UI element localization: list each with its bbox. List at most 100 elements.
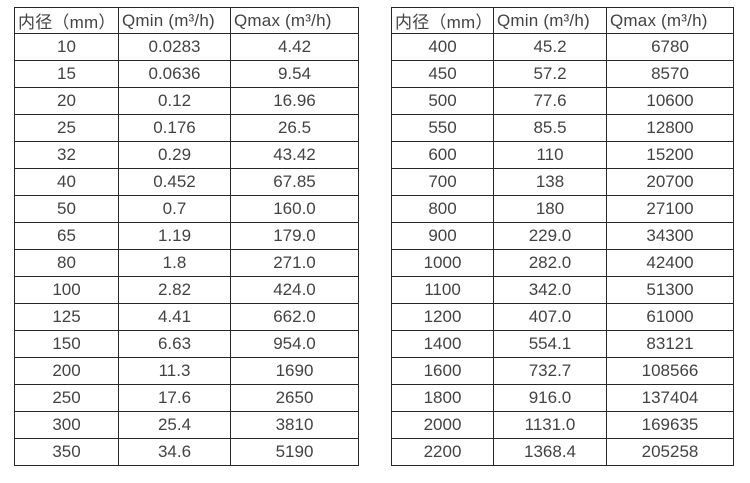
table-cell: 51300 — [606, 276, 734, 304]
table-cell: 32 — [14, 141, 119, 169]
table-cell: 4.41 — [118, 303, 231, 331]
table-cell: 250 — [14, 384, 119, 412]
table-cell: 12800 — [606, 114, 734, 142]
header-cell: Qmax (m³/h) — [606, 7, 734, 34]
table-row: 600 110 15200 — [391, 141, 734, 169]
table-cell: 2200 — [391, 438, 494, 466]
table-cell: 108566 — [606, 357, 734, 385]
table-cell: 662.0 — [230, 303, 359, 331]
table-cell: 27100 — [606, 195, 734, 223]
table-cell: 1200 — [391, 303, 494, 331]
table-cell: 954.0 — [230, 330, 359, 358]
table-cell: 550 — [391, 114, 494, 142]
table-cell: 282.0 — [493, 249, 607, 277]
table-cell: 25.4 — [118, 411, 231, 439]
table-row: 2000 1131.0 169635 — [391, 411, 734, 439]
table-cell: 8570 — [606, 60, 734, 88]
table-cell: 229.0 — [493, 222, 607, 250]
table-cell: 342.0 — [493, 276, 607, 304]
table-row: 450 57.2 8570 — [391, 60, 734, 88]
table-row: 1800 916.0 137404 — [391, 384, 734, 412]
table-cell: 800 — [391, 195, 494, 223]
table-row: 32 0.29 43.42 — [14, 141, 359, 169]
table-body: 400 45.2 6780 450 57.2 8570 500 77.6 10600 550 85.… — [391, 33, 734, 466]
table-cell: 424.0 — [230, 276, 359, 304]
table-row: 1600 732.7 108566 — [391, 357, 734, 385]
header-cell: Qmax (m³/h) — [230, 7, 359, 34]
table-row: 65 1.19 179.0 — [14, 222, 359, 250]
table-cell: 5190 — [230, 438, 359, 466]
table-cell: 700 — [391, 168, 494, 196]
table-cell: 10 — [14, 33, 119, 61]
table-cell: 0.176 — [118, 114, 231, 142]
table-row: 400 45.2 6780 — [391, 33, 734, 61]
table-cell: 3810 — [230, 411, 359, 439]
table-body: 10 0.0283 4.42 15 0.0636 9.54 20 0.12 16.96 25 0.1… — [14, 33, 359, 466]
table-row: 80 1.8 271.0 — [14, 249, 359, 277]
table-cell: 1000 — [391, 249, 494, 277]
table-cell: 1.19 — [118, 222, 231, 250]
table-cell: 17.6 — [118, 384, 231, 412]
table-cell: 150 — [14, 330, 119, 358]
header-row: 内径（mm） Qmin (m³/h) Qmax (m³/h) — [391, 7, 734, 34]
table-cell: 1131.0 — [493, 411, 607, 439]
table-cell: 40 — [14, 168, 119, 196]
table-cell: 407.0 — [493, 303, 607, 331]
table-cell: 34.6 — [118, 438, 231, 466]
table-cell: 83121 — [606, 330, 734, 358]
table-row: 1000 282.0 42400 — [391, 249, 734, 277]
table-cell: 0.7 — [118, 195, 231, 223]
table-cell: 15 — [14, 60, 119, 88]
table-cell: 205258 — [606, 438, 734, 466]
table-cell: 2.82 — [118, 276, 231, 304]
table-cell: 50 — [14, 195, 119, 223]
table-cell: 179.0 — [230, 222, 359, 250]
table-row: 700 138 20700 — [391, 168, 734, 196]
table-row: 1200 407.0 61000 — [391, 303, 734, 331]
table-cell: 1600 — [391, 357, 494, 385]
table-cell: 300 — [14, 411, 119, 439]
table-cell: 0.29 — [118, 141, 231, 169]
table-row: 1100 342.0 51300 — [391, 276, 734, 304]
table-header: 内径（mm） Qmin (m³/h) Qmax (m³/h) — [14, 7, 359, 34]
table-cell: 500 — [391, 87, 494, 115]
table-cell: 0.452 — [118, 168, 231, 196]
table-cell: 138 — [493, 168, 607, 196]
table-cell: 1690 — [230, 357, 359, 385]
table-cell: 2000 — [391, 411, 494, 439]
header-cell: 内径（mm） — [14, 7, 119, 34]
table-row: 350 34.6 5190 — [14, 438, 359, 466]
table-cell: 200 — [14, 357, 119, 385]
table-row: 50 0.7 160.0 — [14, 195, 359, 223]
table-cell: 160.0 — [230, 195, 359, 223]
table-cell: 77.6 — [493, 87, 607, 115]
table-cell: 15200 — [606, 141, 734, 169]
table-row: 10 0.0283 4.42 — [14, 33, 359, 61]
table-row: 15 0.0636 9.54 — [14, 60, 359, 88]
table-row: 125 4.41 662.0 — [14, 303, 359, 331]
table-cell: 600 — [391, 141, 494, 169]
table-cell: 61000 — [606, 303, 734, 331]
table-cell: 1400 — [391, 330, 494, 358]
table-cell: 2650 — [230, 384, 359, 412]
table-cell: 180 — [493, 195, 607, 223]
table-cell: 11.3 — [118, 357, 231, 385]
table-row: 250 17.6 2650 — [14, 384, 359, 412]
table-cell: 10600 — [606, 87, 734, 115]
table-cell: 0.0283 — [118, 33, 231, 61]
table-row: 900 229.0 34300 — [391, 222, 734, 250]
table-cell: 100 — [14, 276, 119, 304]
table-row: 800 180 27100 — [391, 195, 734, 223]
table-cell: 43.42 — [230, 141, 359, 169]
table-header: 内径（mm） Qmin (m³/h) Qmax (m³/h) — [391, 7, 734, 34]
table-cell: 6780 — [606, 33, 734, 61]
table-row: 25 0.176 26.5 — [14, 114, 359, 142]
table-cell: 400 — [391, 33, 494, 61]
table-cell: 57.2 — [493, 60, 607, 88]
table-cell: 1800 — [391, 384, 494, 412]
table-row: 1400 554.1 83121 — [391, 330, 734, 358]
table-cell: 900 — [391, 222, 494, 250]
flow-table-small-diameters: 内径（mm） Qmin (m³/h) Qmax (m³/h) 10 0.0283 4.4… — [14, 7, 359, 466]
table-cell: 916.0 — [493, 384, 607, 412]
table-cell: 45.2 — [493, 33, 607, 61]
